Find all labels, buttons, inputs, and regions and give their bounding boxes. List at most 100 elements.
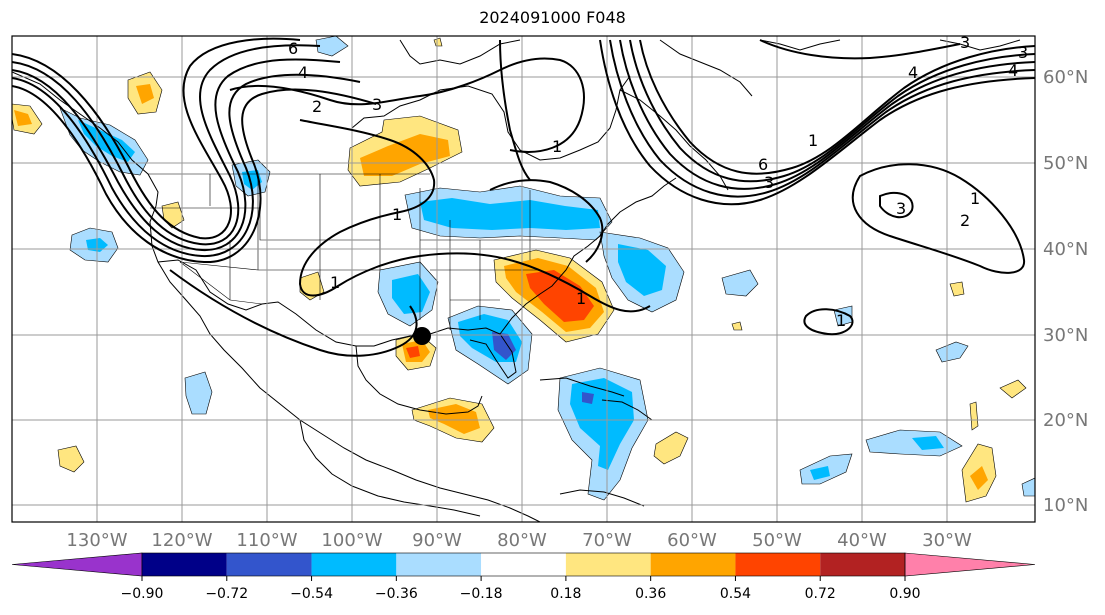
contour-line (851, 163, 1026, 274)
contour-line (759, 39, 961, 60)
contour-label: 3 (372, 95, 382, 114)
coastline (351, 75, 631, 161)
coastline (157, 259, 517, 379)
map-content: 6 4 2 3 1 1 1 1 1 6 3 4 3 1 2 3 4 3 1 (12, 33, 1035, 522)
anomaly-region (865, 429, 963, 457)
coastline (539, 377, 625, 397)
colorbar-tick-label: −0.72 (205, 586, 248, 602)
anomaly-region (406, 346, 420, 358)
anomaly-region (526, 270, 594, 322)
contour-line (629, 39, 1035, 183)
colorbar-tick-label: −0.90 (121, 586, 164, 602)
contour-label: 2 (312, 97, 322, 116)
contour-label: 2 (960, 211, 970, 230)
coastline (939, 39, 1021, 51)
colorbar-tick-label: 0.18 (550, 586, 581, 602)
colorbar-segment (650, 553, 736, 576)
coastline (12, 71, 541, 522)
anomaly-region (582, 392, 594, 404)
lon-label: 40°W (837, 530, 887, 551)
latitude-labels: 60°N 50°N 40°N 30°N 20°N 10°N (1043, 67, 1088, 516)
anomaly-region (360, 134, 450, 176)
lon-label: 60°W (667, 530, 717, 551)
lat-label: 50°N (1043, 153, 1088, 174)
colorbar-tick-label: 0.54 (720, 586, 751, 602)
colorbar-arrow-left (11, 552, 143, 577)
lon-label: 30°W (922, 530, 972, 551)
colorbar-segment (311, 553, 397, 576)
contour-label: 4 (908, 63, 918, 82)
coastline (355, 345, 483, 415)
contour-label: 3 (764, 173, 774, 192)
contour-line (609, 39, 1035, 198)
negative-anomaly-regions (59, 36, 1035, 501)
contour-line (599, 39, 1035, 206)
anomaly-region (392, 274, 430, 314)
anomaly-region (420, 198, 600, 230)
colorbar-segment (565, 553, 651, 576)
lon-label: 130°W (66, 530, 127, 551)
coastline (499, 177, 677, 335)
anomaly-region (1021, 477, 1035, 497)
contour-label: 6 (288, 39, 298, 58)
anomaly-region (999, 379, 1027, 399)
contour-line (639, 39, 1035, 175)
contour-label-group: 6 4 2 3 1 1 1 1 1 6 3 4 3 1 2 3 4 3 1 (288, 33, 1028, 330)
coastline (601, 399, 653, 421)
contour-line (298, 119, 436, 297)
colorbar-tick-label: −0.36 (375, 586, 418, 602)
longitude-labels: 130°W 120°W 110°W 100°W 90°W 80°W 70°W 6… (66, 530, 972, 551)
contour-label: 3 (960, 33, 970, 52)
anomaly-region (721, 269, 759, 297)
lat-label: 30°N (1043, 325, 1088, 346)
lat-label: 10°N (1043, 495, 1088, 516)
lon-label: 90°W (412, 530, 462, 551)
anomaly-region (315, 36, 349, 57)
lon-label: 80°W (497, 530, 547, 551)
lat-label: 20°N (1043, 410, 1088, 431)
colorbar-segment (226, 553, 312, 576)
coastline (559, 489, 645, 507)
colorbar-segment (142, 553, 227, 576)
contour-label: 3 (896, 199, 906, 218)
contour-label: 1 (330, 273, 340, 292)
anomaly-region (618, 244, 666, 296)
map-frame (11, 35, 1036, 523)
contour-label: 4 (1008, 61, 1018, 80)
colorbar-tick-label: −0.18 (460, 586, 503, 602)
coastline (399, 39, 521, 65)
lat-label: 60°N (1043, 67, 1088, 88)
anomaly-region (970, 466, 988, 490)
contour-label: 1 (576, 289, 586, 308)
border (179, 261, 380, 271)
contour-label: 1 (808, 131, 818, 150)
anomaly-region (969, 401, 979, 431)
coastline (299, 419, 481, 517)
anomaly-region (184, 371, 213, 415)
contour-label: 1 (970, 189, 980, 208)
coastline (619, 89, 729, 191)
coastline (659, 39, 753, 97)
contour-line (229, 57, 585, 153)
colorbar-segments (11, 552, 1036, 577)
contour-line (803, 308, 854, 336)
contour-label: 1 (836, 311, 846, 330)
anomaly-region (492, 332, 516, 360)
coastline (759, 39, 841, 51)
colorbar-ticks: −0.90 −0.72 −0.54 −0.36 −0.18 0.18 0.36 0.54 0.7… (121, 576, 921, 602)
border (150, 207, 380, 241)
colorbar-segment (820, 553, 905, 576)
anomaly-region (912, 436, 944, 450)
map-title: 2024091000 F048 (479, 8, 626, 27)
contour-label: 4 (298, 63, 308, 82)
anomaly-region (136, 84, 154, 104)
contour-line (499, 39, 531, 181)
lon-label: 120°W (151, 530, 212, 551)
contour-line (879, 191, 914, 219)
contour-line (12, 44, 321, 246)
colorbar-segment (735, 553, 821, 576)
colorbar-tick-label: 0.72 (805, 586, 836, 602)
positive-anomaly-regions (12, 37, 1027, 503)
